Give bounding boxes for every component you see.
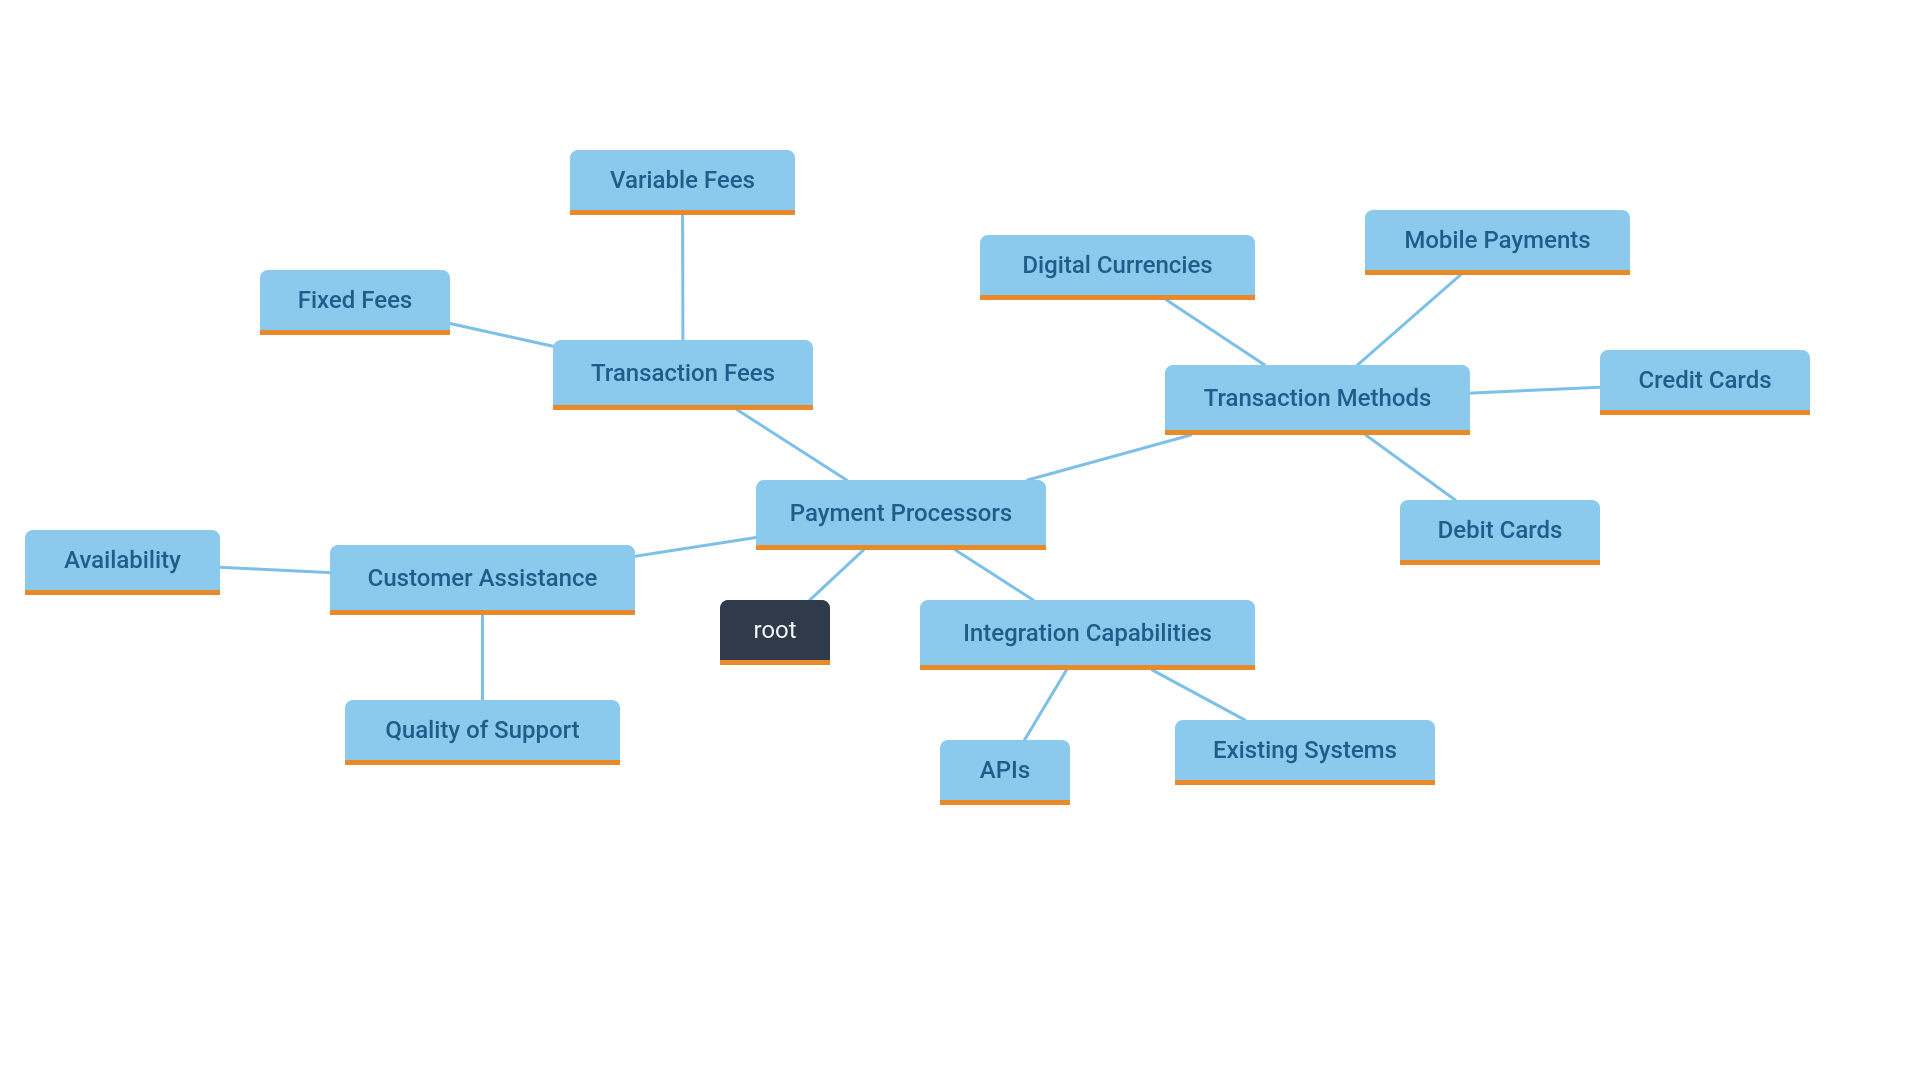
node-label: Mobile Payments [1404,226,1590,254]
edge [450,323,553,346]
mindmap-canvas: Payment Processors root Transaction Fees Fi… [0,0,1920,1080]
node-quality_of_support: Quality of Support [345,700,620,765]
node-fixed_fees: Fixed Fees [260,270,450,335]
node-label: Transaction Methods [1204,384,1432,412]
edge [810,550,864,600]
node-transaction_methods: Transaction Methods [1165,365,1470,435]
node-availability: Availability [25,530,220,595]
node-transaction_fees: Transaction Fees [553,340,813,410]
node-label: Fixed Fees [298,286,413,314]
node-label: APIs [980,756,1030,784]
node-label: Availability [64,546,181,574]
edge [635,538,756,557]
node-integration_capabilities: Integration Capabilities [920,600,1255,670]
node-root: root [720,600,830,665]
node-label: Variable Fees [610,166,755,194]
node-label: Digital Currencies [1022,251,1212,279]
edge [1366,435,1456,500]
node-label: Credit Cards [1638,366,1771,394]
edge [1358,275,1461,365]
node-label: root [753,616,796,644]
edge [738,410,847,480]
node-debit_cards: Debit Cards [1400,500,1600,565]
node-label: Integration Capabilities [963,619,1212,647]
node-label: Existing Systems [1213,736,1397,764]
node-label: Debit Cards [1438,516,1563,544]
node-label: Transaction Fees [591,359,775,387]
node-label: Payment Processors [790,499,1012,527]
edge [1152,670,1245,720]
node-apis: APIs [940,740,1070,805]
node-existing_systems: Existing Systems [1175,720,1435,785]
node-label: Quality of Support [385,716,579,744]
edge [1470,387,1600,393]
edge [1167,300,1265,365]
node-variable_fees: Variable Fees [570,150,795,215]
node-label: Customer Assistance [368,564,598,592]
edge [220,567,330,572]
node-credit_cards: Credit Cards [1600,350,1810,415]
edge [955,550,1033,600]
node-mobile_payments: Mobile Payments [1365,210,1630,275]
edge [1028,435,1191,480]
node-payment_processors: Payment Processors [756,480,1046,550]
node-digital_currencies: Digital Currencies [980,235,1255,300]
node-customer_assistance: Customer Assistance [330,545,635,615]
edge [1025,670,1067,740]
